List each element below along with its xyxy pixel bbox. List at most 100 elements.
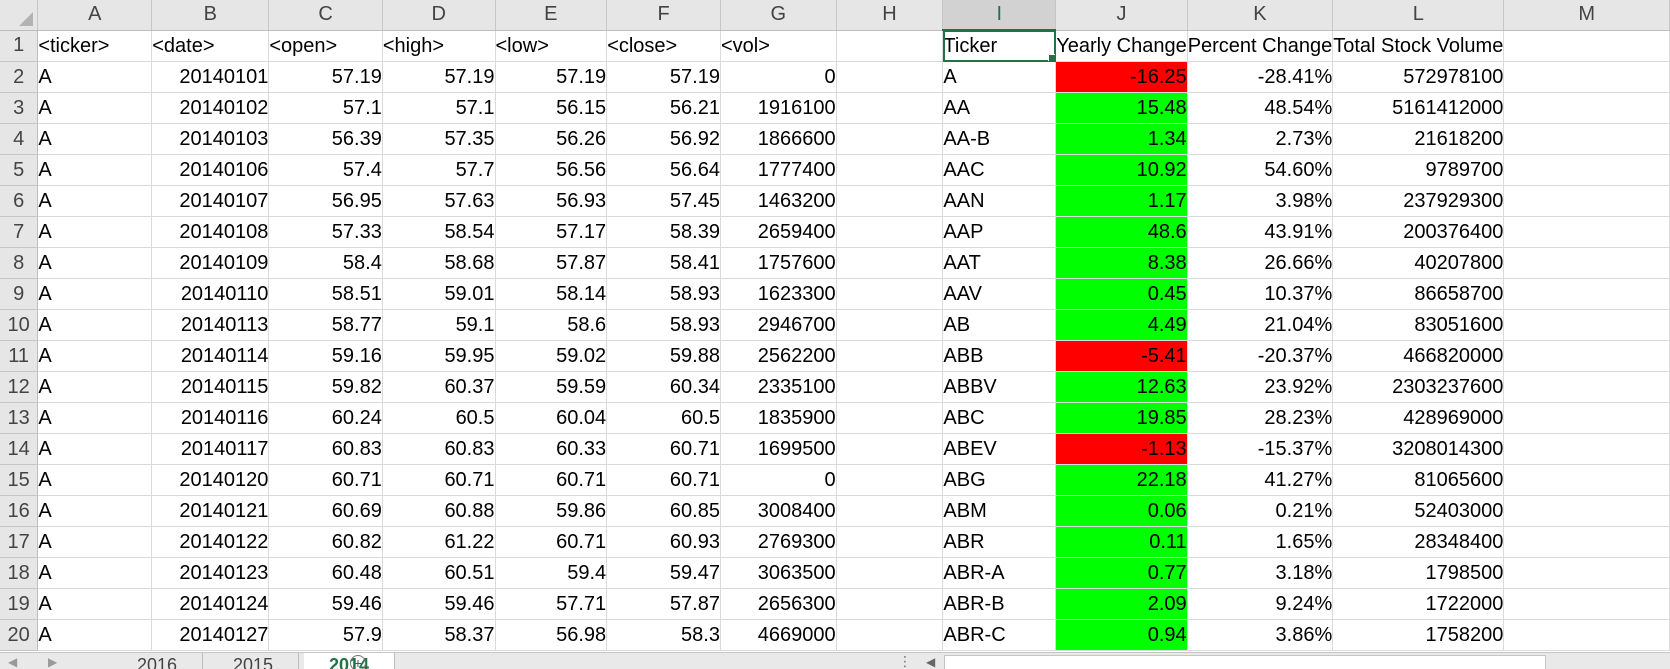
cell-g7[interactable]: 2659400 [720,216,837,248]
cell-h8[interactable] [836,247,944,279]
cell-e20[interactable]: 56.98 [495,619,608,651]
cell-a19[interactable]: A [37,588,153,620]
cell-c15[interactable]: 60.71 [268,464,383,496]
row-header[interactable]: 17 [0,526,39,558]
cell-c10[interactable]: 58.77 [268,309,383,341]
cell-i11[interactable]: ABB [942,340,1057,372]
add-sheet-icon[interactable]: + [350,655,366,669]
cell-k15[interactable]: 41.27% [1187,464,1334,496]
cell-h5[interactable] [836,154,944,186]
cell-d20[interactable]: 58.37 [382,619,496,651]
cell-a1[interactable]: <ticker> [37,30,153,62]
cell-d11[interactable]: 59.95 [382,340,496,372]
cell-j18[interactable]: 0.77 [1055,557,1188,589]
cell-a20[interactable]: A [37,619,153,651]
cell-l14[interactable]: 3208014300 [1332,433,1505,465]
cell-c6[interactable]: 56.95 [268,185,383,217]
cell-f16[interactable]: 60.85 [606,495,721,527]
cell-l3[interactable]: 5161412000 [1332,92,1505,124]
cell-b13[interactable]: 20140116 [151,402,270,434]
cell-g6[interactable]: 1463200 [720,185,837,217]
cell-f3[interactable]: 56.21 [606,92,721,124]
row-header[interactable]: 15 [0,464,39,496]
column-header-g[interactable]: G [720,0,837,31]
cell-m10[interactable] [1503,309,1670,341]
row-header[interactable]: 20 [0,619,39,651]
cell-l9[interactable]: 86658700 [1332,278,1505,310]
cell-d8[interactable]: 58.68 [382,247,496,279]
row-header[interactable]: 19 [0,588,39,620]
cell-g15[interactable]: 0 [720,464,837,496]
row-header[interactable]: 11 [0,340,39,372]
cell-h1[interactable] [836,30,944,62]
cell-a5[interactable]: A [37,154,153,186]
cell-a13[interactable]: A [37,402,153,434]
cell-d14[interactable]: 60.83 [382,433,496,465]
cell-a4[interactable]: A [37,123,153,155]
cell-g5[interactable]: 1777400 [720,154,837,186]
cell-e9[interactable]: 58.14 [495,278,608,310]
cell-a16[interactable]: A [37,495,153,527]
cell-b14[interactable]: 20140117 [151,433,270,465]
cell-l8[interactable]: 40207800 [1332,247,1505,279]
cell-e3[interactable]: 56.15 [495,92,608,124]
row-header[interactable]: 9 [0,278,39,310]
cell-b4[interactable]: 20140103 [151,123,270,155]
cell-j5[interactable]: 10.92 [1055,154,1188,186]
cell-m9[interactable] [1503,278,1670,310]
cell-d13[interactable]: 60.5 [382,402,496,434]
cell-g20[interactable]: 4669000 [720,619,837,651]
cell-b15[interactable]: 20140120 [151,464,270,496]
cell-b5[interactable]: 20140106 [151,154,270,186]
cell-m2[interactable] [1503,61,1670,93]
cell-j8[interactable]: 8.38 [1055,247,1188,279]
cell-f1[interactable]: <close> [606,30,721,62]
row-header[interactable]: 3 [0,92,39,124]
cell-g9[interactable]: 1623300 [720,278,837,310]
cell-a17[interactable]: A [37,526,153,558]
sheet-tab-2016[interactable]: 2016 [112,653,203,669]
cell-d1[interactable]: <high> [382,30,496,62]
cell-d10[interactable]: 59.1 [382,309,496,341]
cell-b6[interactable]: 20140107 [151,185,270,217]
cell-f20[interactable]: 58.3 [606,619,721,651]
cell-m12[interactable] [1503,371,1670,403]
cell-c17[interactable]: 60.82 [268,526,383,558]
cell-f9[interactable]: 58.93 [606,278,721,310]
cell-m6[interactable] [1503,185,1670,217]
cell-g11[interactable]: 2562200 [720,340,837,372]
column-header-b[interactable]: B [151,0,270,31]
cell-m11[interactable] [1503,340,1670,372]
cell-b2[interactable]: 20140101 [151,61,270,93]
cell-l12[interactable]: 2303237600 [1332,371,1505,403]
cell-a9[interactable]: A [37,278,153,310]
cell-k1[interactable]: Percent Change [1187,30,1334,62]
horizontal-scrollbar[interactable] [944,655,1546,669]
cell-f2[interactable]: 57.19 [606,61,721,93]
cell-i8[interactable]: AAT [942,247,1057,279]
cell-a6[interactable]: A [37,185,153,217]
cell-c2[interactable]: 57.19 [268,61,383,93]
cell-l15[interactable]: 81065600 [1332,464,1505,496]
cell-b19[interactable]: 20140124 [151,588,270,620]
cell-e11[interactable]: 59.02 [495,340,608,372]
cell-b8[interactable]: 20140109 [151,247,270,279]
cell-k18[interactable]: 3.18% [1187,557,1334,589]
cell-f19[interactable]: 57.87 [606,588,721,620]
row-header[interactable]: 6 [0,185,39,217]
cell-e1[interactable]: <low> [495,30,608,62]
cell-d5[interactable]: 57.7 [382,154,496,186]
cell-i4[interactable]: AA-B [942,123,1057,155]
cell-j12[interactable]: 12.63 [1055,371,1188,403]
cell-a3[interactable]: A [37,92,153,124]
cell-f5[interactable]: 56.64 [606,154,721,186]
cell-k10[interactable]: 21.04% [1187,309,1334,341]
cell-f12[interactable]: 60.34 [606,371,721,403]
column-header-c[interactable]: C [268,0,383,31]
cell-b1[interactable]: <date> [151,30,270,62]
cell-h6[interactable] [836,185,944,217]
cell-h14[interactable] [836,433,944,465]
cell-a12[interactable]: A [37,371,153,403]
cell-g18[interactable]: 3063500 [720,557,837,589]
cell-m1[interactable] [1503,30,1670,62]
